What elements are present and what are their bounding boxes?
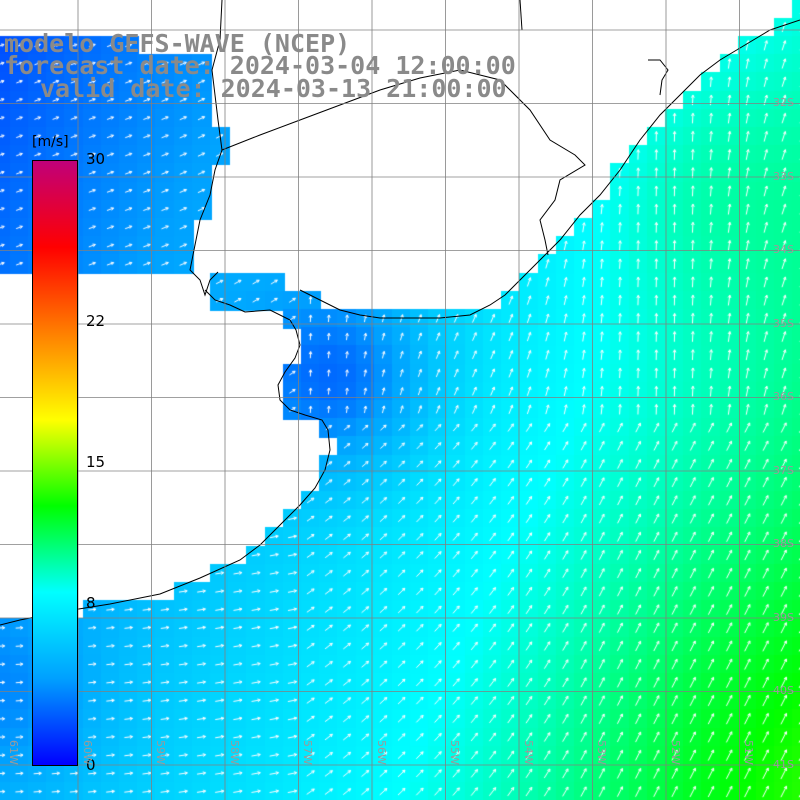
longitude-label: 60W <box>80 740 94 765</box>
valid-date: valid date: 2024-03-13 21:00:00 <box>40 74 507 103</box>
longitude-label: 59W <box>154 740 167 765</box>
latitude-label: 39S <box>773 610 794 624</box>
colorbar-tick-label: 15 <box>86 453 106 471</box>
latitude-label: 37S <box>773 463 794 477</box>
longitude-label: 52W <box>668 740 682 765</box>
coastline-segment <box>221 69 586 256</box>
longitude-label: 53W <box>595 740 608 765</box>
latitude-label: 38S <box>773 537 794 550</box>
longitude-label: 55W <box>448 740 461 765</box>
latitude-label: 35S <box>773 316 794 330</box>
coastline-segment <box>204 289 291 321</box>
colorbar-unit: [m/s] <box>32 134 69 150</box>
latitude-label: 36S <box>773 390 794 403</box>
longitude-label: 56W <box>374 740 388 765</box>
latitude-label: 33S <box>773 169 794 183</box>
latitude-label: 40S <box>773 684 794 697</box>
longitude-label: 54W <box>521 740 535 765</box>
coastline-segment <box>519 0 523 31</box>
colorbar-tick-label: 22 <box>86 311 106 330</box>
longitude-label: 61W <box>7 740 20 765</box>
coastline-segment <box>189 0 223 297</box>
model-title: modelo GEFS-WAVE (NCEP) <box>4 29 351 58</box>
colorbar-tick-label: 30 <box>86 150 106 168</box>
latitude-label: 32S <box>773 96 794 109</box>
forecast-date: forecast date: 2024-03-04 12:00:00 <box>4 51 516 80</box>
coastline-segment <box>648 59 669 96</box>
latitude-label: 41S <box>773 757 794 771</box>
colorbar-tick-label: 8 <box>86 594 96 613</box>
colorbar-tick-label: 0 <box>86 756 96 774</box>
longitude-label: 57W <box>301 740 314 765</box>
colorbar <box>32 160 78 766</box>
latitude-label: 34S <box>773 243 794 256</box>
coastline-segment <box>299 19 800 319</box>
longitude-label: 58W <box>227 740 241 765</box>
longitude-label: 51W <box>742 740 755 765</box>
